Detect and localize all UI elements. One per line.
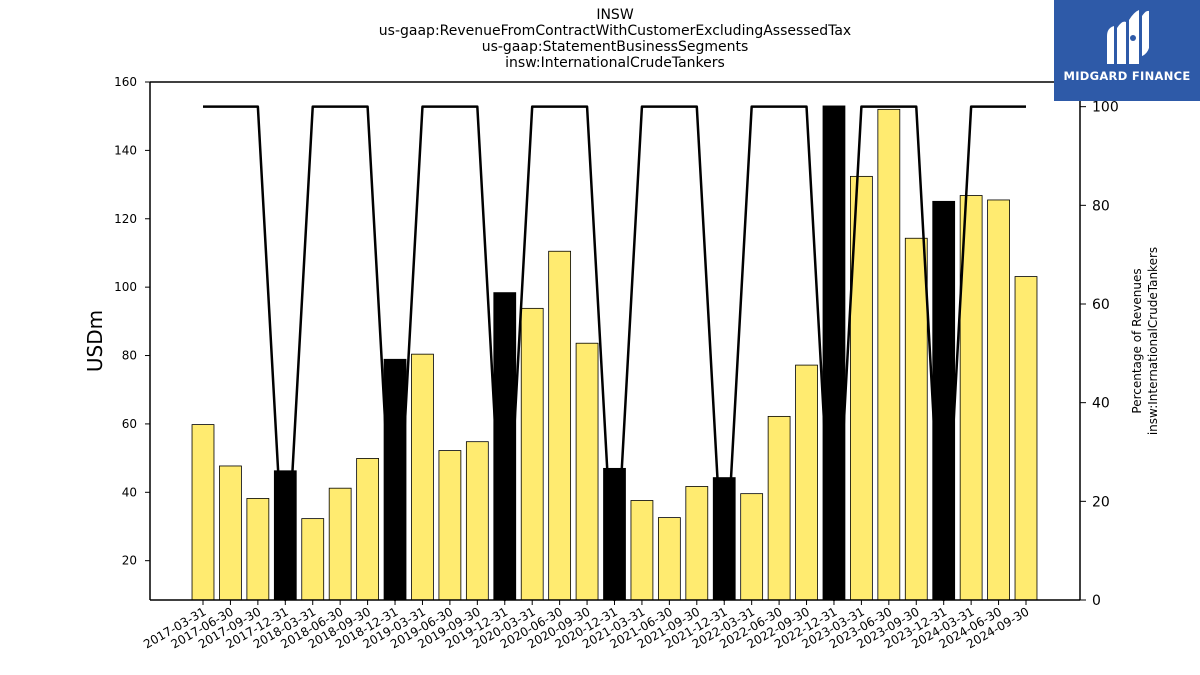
title-line-4: insw:InternationalCrudeTankers — [505, 55, 725, 71]
bar-2023-06-30 — [877, 108, 901, 601]
logo-text: MIDGARD FINANCE — [1063, 69, 1191, 83]
bar-2022-09-30 — [795, 364, 818, 601]
y-tick-label: 80 — [122, 349, 137, 363]
title-line-3: us-gaap:StatementBusinessSegments — [481, 39, 749, 55]
midgard-finance-logo: MIDGARD FINANCE — [1054, 0, 1200, 101]
bar-2024-09-30 — [1014, 276, 1038, 601]
bar-2019-09-30 — [465, 441, 489, 601]
y-axis-label: USDm — [83, 310, 107, 372]
midgard-logo-icon — [1107, 10, 1149, 65]
bar-2018-09-30 — [356, 458, 379, 601]
bar-2021-09-30 — [685, 486, 709, 601]
title-line-2: us-gaap:RevenueFromContractWithCustomerE… — [378, 23, 852, 39]
bar-2021-03-31 — [630, 500, 654, 601]
bar-2021-06-30 — [657, 517, 681, 601]
y-tick-label: 160 — [114, 75, 137, 89]
y-right-tick-label: 40 — [1092, 396, 1110, 412]
y-tick-label: 140 — [114, 143, 137, 157]
bar-2022-03-31 — [740, 493, 764, 601]
y-tick-label: 100 — [114, 280, 137, 294]
y-right-tick-label: 0 — [1092, 593, 1101, 609]
bar-2022-06-30 — [767, 415, 791, 601]
bar-2023-12-31 — [932, 200, 956, 601]
bar-2020-03-31 — [520, 307, 544, 601]
bar-2018-06-30 — [328, 487, 352, 601]
y-right-axis-label-line-1: Percentage of Revenues — [1130, 268, 1144, 413]
y-tick-label: 120 — [114, 212, 137, 226]
bar-2019-06-30 — [438, 450, 462, 601]
y-right-tick-label: 100 — [1092, 100, 1119, 116]
y-right-tick-label: 80 — [1092, 198, 1110, 214]
bar-2017-03-31 — [191, 424, 215, 601]
y-tick-label: 60 — [122, 417, 137, 431]
y-tick-label: 20 — [122, 554, 137, 568]
bar-2017-09-30 — [246, 498, 270, 601]
bar-2024-06-30 — [987, 199, 1010, 601]
y-right-tick-label: 20 — [1092, 494, 1110, 510]
bar-2018-03-31 — [301, 518, 325, 601]
title-line-1: INSW — [596, 7, 634, 23]
bar-2020-09-30 — [575, 342, 599, 601]
bar-2022-12-31 — [822, 105, 846, 601]
bar-2019-03-31 — [411, 353, 434, 601]
y-right-axis-label-line-2: insw:InternationalCrudeTankers — [1146, 247, 1160, 435]
bar-2020-06-30 — [548, 250, 572, 601]
y-tick-label: 40 — [122, 485, 137, 499]
bar-2023-09-30 — [904, 237, 928, 601]
y-right-tick-label: 60 — [1092, 297, 1110, 313]
chart-title: INSW us-gaap:RevenueFromContractWithCust… — [365, 7, 865, 71]
bar-2017-06-30 — [219, 465, 242, 601]
